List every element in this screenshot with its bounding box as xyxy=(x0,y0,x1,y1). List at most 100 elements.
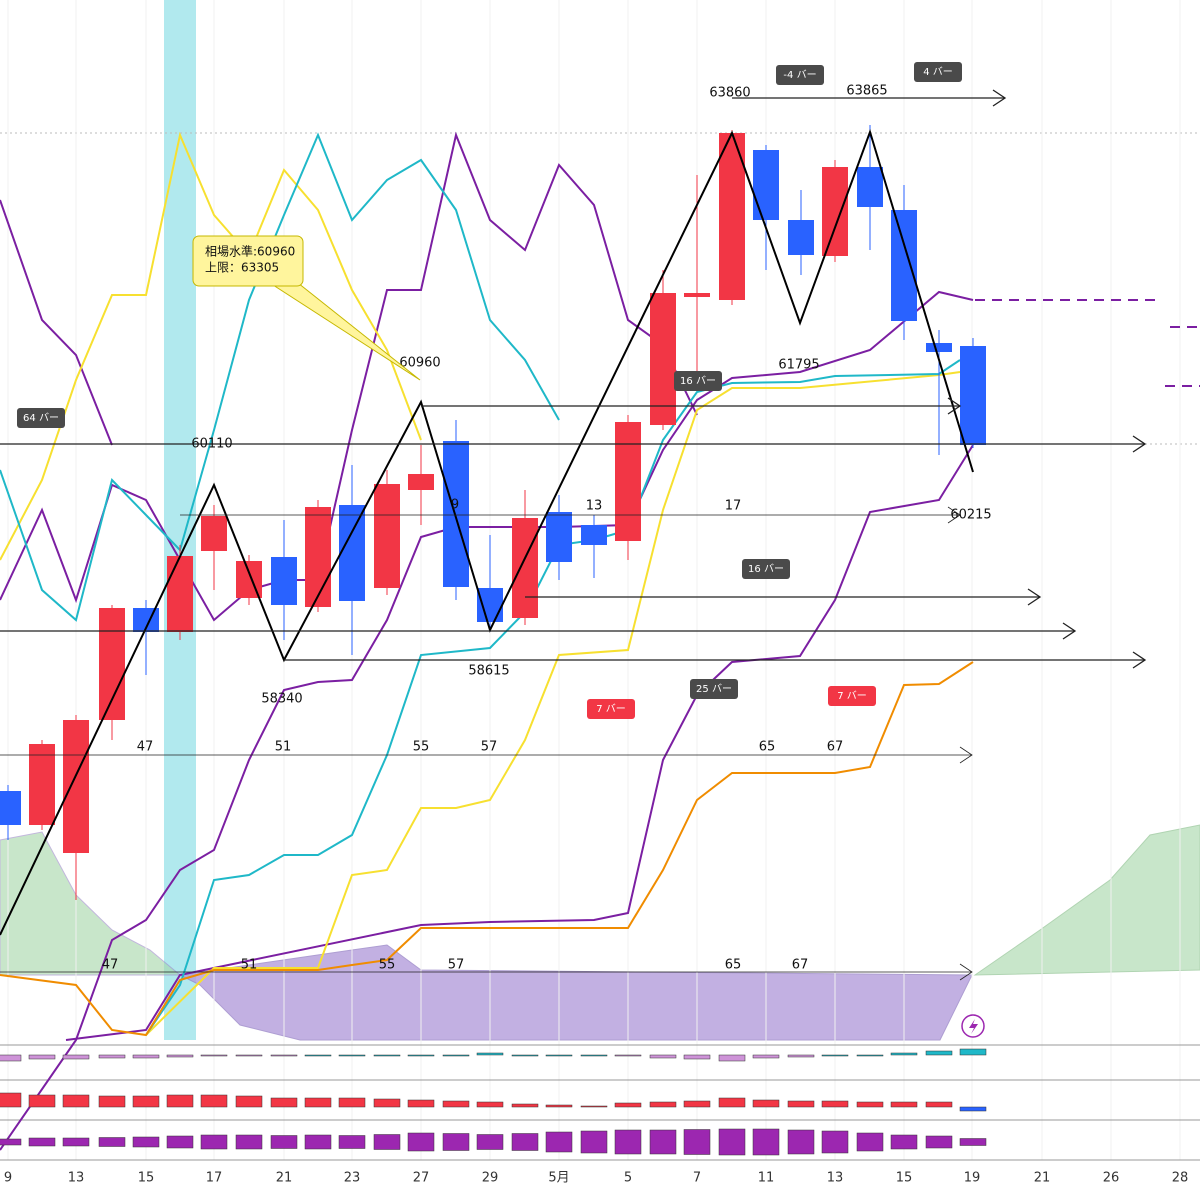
histogram-bar xyxy=(338,1097,366,1108)
count-label: 65 xyxy=(725,958,742,973)
histogram-bar xyxy=(959,1048,987,1056)
price-label: 61795 xyxy=(778,358,819,373)
x-tick-label: 5 xyxy=(624,1171,632,1186)
histogram-bar xyxy=(0,1092,22,1108)
alert-bolt xyxy=(969,1019,978,1034)
histogram-bar xyxy=(166,1135,194,1149)
count-label: 47 xyxy=(102,958,119,973)
callout-text: 上限：63305 xyxy=(205,261,279,275)
arrow-head xyxy=(959,746,973,764)
histogram-bar xyxy=(856,1132,884,1152)
candle-body xyxy=(374,484,400,588)
histogram-bar xyxy=(235,1095,263,1108)
x-tick-label: 17 xyxy=(206,1171,223,1186)
x-tick-label: 26 xyxy=(1103,1171,1120,1186)
histogram-bar xyxy=(166,1054,194,1058)
histogram-bar xyxy=(752,1128,780,1156)
x-tick-label: 28 xyxy=(1172,1171,1189,1186)
badge-label: 25 バー xyxy=(696,683,732,695)
count-label: 57 xyxy=(448,958,465,973)
histogram-bar xyxy=(545,1104,573,1108)
arrow-head xyxy=(947,506,961,524)
count-label: 57 xyxy=(481,740,498,755)
badge xyxy=(674,371,722,391)
histogram-bar xyxy=(821,1054,849,1057)
price-label: 58340 xyxy=(261,692,302,707)
histogram-bar xyxy=(959,1106,987,1112)
histogram-bar xyxy=(270,1097,298,1108)
histogram-bar xyxy=(0,1138,22,1146)
arrow-head xyxy=(1132,651,1147,669)
count-label: 65 xyxy=(759,740,776,755)
price-label: 63865 xyxy=(846,84,887,99)
x-tick-label: 29 xyxy=(482,1171,499,1186)
x-tick-label: 15 xyxy=(896,1171,913,1186)
count-label: 47 xyxy=(137,740,154,755)
histogram-bar xyxy=(545,1131,573,1153)
candle-body xyxy=(512,518,538,618)
price-label: 60110 xyxy=(191,437,232,452)
histogram-bar xyxy=(787,1129,815,1155)
arrow-head xyxy=(1062,622,1077,640)
histogram-bar xyxy=(0,1054,22,1062)
price-label: 60960 xyxy=(399,356,440,371)
indicator-line xyxy=(0,199,113,446)
histogram-bar xyxy=(200,1094,228,1108)
histogram-bar xyxy=(649,1129,677,1155)
x-tick-label: 21 xyxy=(276,1171,293,1186)
histogram-bar xyxy=(476,1052,504,1056)
arrow-head xyxy=(1132,435,1147,453)
badge xyxy=(690,679,738,699)
histogram-bar xyxy=(476,1101,504,1108)
count-label: 55 xyxy=(379,958,396,973)
histogram-bar xyxy=(752,1054,780,1059)
arrow-head xyxy=(1027,588,1042,606)
histogram-bar xyxy=(62,1054,90,1060)
histogram-bar xyxy=(683,1129,711,1155)
callout-text: 相場水準:60960 xyxy=(205,244,295,259)
price-label: 63860 xyxy=(709,86,750,101)
histogram-bar xyxy=(649,1101,677,1108)
histogram-bar xyxy=(580,1105,608,1108)
histogram-bar xyxy=(545,1054,573,1057)
histogram-bar xyxy=(787,1100,815,1108)
arrow-head xyxy=(947,397,962,415)
histogram-bar xyxy=(304,1097,332,1108)
histogram-bar xyxy=(132,1095,160,1108)
x-tick-label: 11 xyxy=(758,1171,775,1186)
histogram-bar xyxy=(200,1134,228,1150)
histogram-bar xyxy=(98,1054,126,1059)
histogram-bar xyxy=(28,1054,56,1060)
histogram-bar xyxy=(856,1101,884,1108)
histogram-bar xyxy=(373,1134,401,1150)
count-label: 51 xyxy=(241,958,258,973)
candle-body xyxy=(201,516,227,551)
histogram-bar xyxy=(442,1133,470,1151)
histogram-bar xyxy=(476,1134,504,1150)
histogram-bar xyxy=(338,1054,366,1057)
candle-body xyxy=(822,167,848,256)
cloud-purple xyxy=(178,944,973,1041)
badge-label: 16 バー xyxy=(680,375,716,387)
candle-body xyxy=(615,422,641,541)
x-tick-label: 9 xyxy=(4,1171,12,1186)
histogram-bar xyxy=(649,1054,677,1059)
candle-body xyxy=(891,210,917,321)
candle-body xyxy=(63,720,89,853)
zigzag xyxy=(0,128,974,936)
x-tick-label: 23 xyxy=(344,1171,361,1186)
candle-body xyxy=(926,343,952,352)
candle-body xyxy=(29,744,55,825)
histogram-bar xyxy=(407,1054,435,1057)
histogram-bar xyxy=(235,1134,263,1150)
indicator-line xyxy=(145,371,961,1036)
histogram-bar xyxy=(718,1097,746,1108)
candle-body xyxy=(167,556,193,632)
indicator-line xyxy=(0,131,422,561)
candle-body xyxy=(0,791,21,825)
candle-body xyxy=(581,525,607,545)
candle-body xyxy=(857,167,883,207)
histogram-bar xyxy=(442,1100,470,1108)
